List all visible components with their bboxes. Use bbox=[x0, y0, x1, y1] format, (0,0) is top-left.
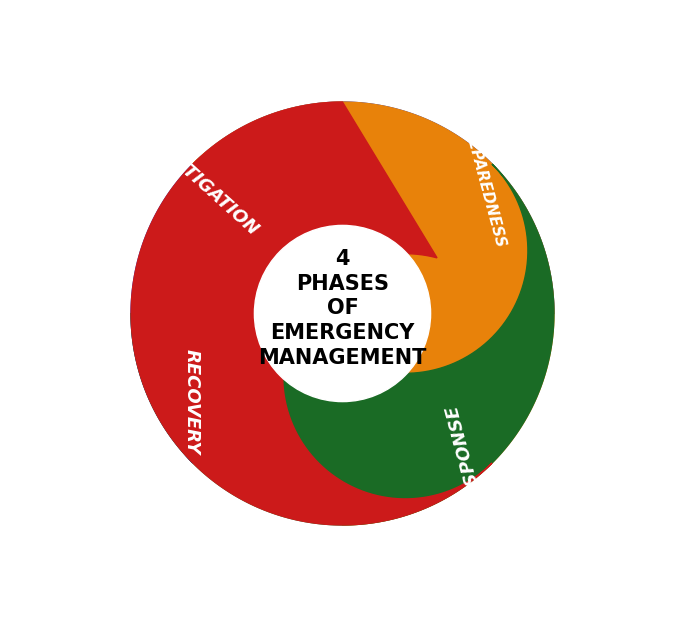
Circle shape bbox=[254, 225, 431, 402]
Polygon shape bbox=[131, 102, 554, 463]
Text: MITIGATION: MITIGATION bbox=[161, 146, 262, 240]
Text: RESPONSE: RESPONSE bbox=[443, 403, 488, 512]
Polygon shape bbox=[131, 102, 492, 525]
Text: 4
PHASES
OF
EMERGENCY
MANAGEMENT: 4 PHASES OF EMERGENCY MANAGEMENT bbox=[258, 249, 427, 368]
Text: RECOVERY: RECOVERY bbox=[182, 349, 201, 455]
Text: PREPAREDNESS: PREPAREDNESS bbox=[459, 116, 508, 250]
Polygon shape bbox=[131, 164, 554, 525]
Polygon shape bbox=[193, 102, 554, 525]
